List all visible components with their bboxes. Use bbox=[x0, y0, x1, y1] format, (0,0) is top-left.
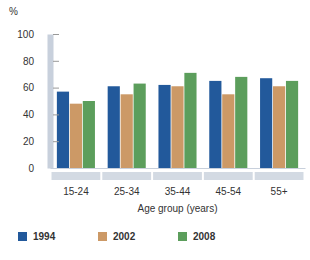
legend-label: 2008 bbox=[193, 231, 216, 242]
category-band bbox=[153, 172, 202, 180]
y-axis-title: % bbox=[9, 6, 18, 17]
x-axis-title: Age group (years) bbox=[137, 203, 217, 214]
y-tick-mark bbox=[53, 114, 59, 115]
category-band bbox=[52, 172, 101, 180]
y-tick-mark bbox=[53, 34, 59, 35]
y-tick-label: 100 bbox=[17, 29, 34, 40]
bar bbox=[57, 92, 69, 168]
y-tick-label: 0 bbox=[28, 163, 34, 174]
bar bbox=[260, 78, 272, 168]
bar bbox=[171, 86, 183, 168]
y-tick-mark bbox=[53, 88, 59, 89]
bar bbox=[134, 84, 146, 168]
bar bbox=[209, 81, 221, 168]
legend-label: 2002 bbox=[113, 231, 136, 242]
bar bbox=[70, 104, 82, 168]
x-axis: 15-24 25-34 35-44 45-54 55+ bbox=[51, 169, 306, 198]
series bbox=[70, 86, 285, 168]
bar bbox=[235, 77, 247, 168]
legend: 1994 2002 2008 bbox=[18, 231, 216, 242]
category-bands bbox=[52, 172, 304, 180]
bar bbox=[121, 94, 133, 168]
y-axis: 0 20 40 60 80 100 bbox=[17, 29, 59, 174]
x-tick: 35-44 bbox=[165, 186, 191, 197]
bars bbox=[57, 73, 298, 168]
bar bbox=[158, 85, 170, 168]
y-tick-label: 80 bbox=[23, 56, 35, 67]
plot: 0 20 40 60 80 100 15-24 25-34 35-44 45-54 55+ bbox=[17, 29, 305, 197]
x-axis-line bbox=[51, 168, 306, 169]
x-tick-label: 55+ bbox=[271, 186, 288, 197]
legend-swatch bbox=[18, 232, 27, 241]
y-tick: 100 bbox=[17, 29, 59, 40]
category-band bbox=[255, 172, 304, 180]
y-tick-mark bbox=[53, 61, 59, 62]
y-tick-label: 20 bbox=[23, 136, 35, 147]
x-tick-label: 15-24 bbox=[63, 186, 89, 197]
legend-swatch bbox=[178, 232, 187, 241]
bar bbox=[273, 86, 285, 168]
bar bbox=[222, 94, 234, 168]
x-tick-label: 35-44 bbox=[165, 186, 191, 197]
legend-swatch bbox=[98, 232, 107, 241]
x-tick-label: 25-34 bbox=[114, 186, 140, 197]
x-tick-label: 45-54 bbox=[216, 186, 242, 197]
series bbox=[83, 73, 298, 168]
bar bbox=[83, 101, 95, 168]
bar bbox=[108, 86, 120, 168]
x-tick: 45-54 bbox=[216, 186, 242, 197]
y-axis-line bbox=[48, 35, 54, 169]
y-tick: 80 bbox=[23, 56, 59, 67]
y-tick-mark bbox=[53, 141, 59, 142]
chart: 0 20 40 60 80 100 15-24 25-34 35-44 45-54 55+% Age … bbox=[0, 0, 310, 260]
category-band bbox=[204, 172, 253, 180]
y-tick-label: 40 bbox=[23, 109, 35, 120]
legend-item: 2008 bbox=[178, 231, 216, 242]
bar bbox=[286, 81, 298, 168]
x-tick: 55+ bbox=[271, 186, 288, 197]
y-tick-label: 60 bbox=[23, 82, 35, 93]
y-tick: 40 bbox=[23, 109, 59, 120]
legend-label: 1994 bbox=[33, 231, 56, 242]
x-tick: 15-24 bbox=[63, 186, 89, 197]
bar bbox=[184, 73, 196, 168]
legend-item: 1994 bbox=[18, 231, 56, 242]
y-tick: 60 bbox=[23, 82, 59, 93]
x-tick: 25-34 bbox=[114, 186, 140, 197]
y-tick: 20 bbox=[23, 136, 59, 147]
legend-item: 2002 bbox=[98, 231, 136, 242]
category-band bbox=[102, 172, 151, 180]
